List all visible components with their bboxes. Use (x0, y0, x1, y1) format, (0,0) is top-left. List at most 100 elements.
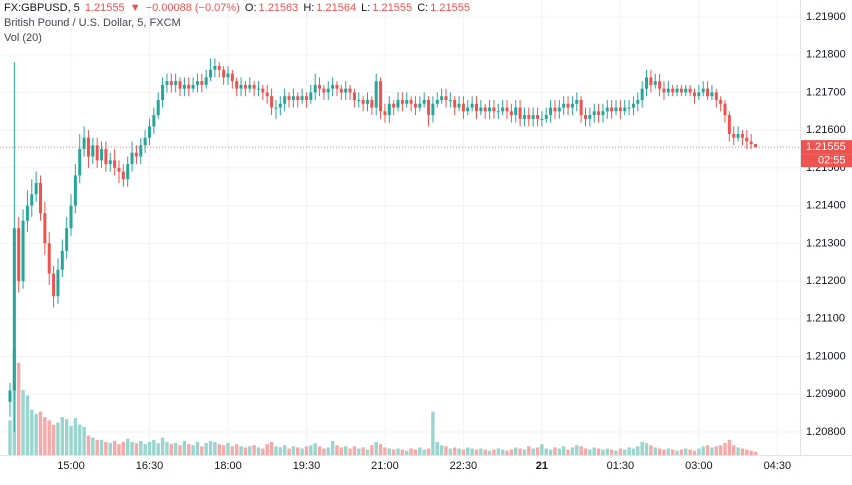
candle-body (461, 103, 465, 112)
candle-body (256, 88, 260, 90)
volume-bar (221, 445, 226, 455)
volume-bar (8, 420, 12, 455)
volume-bar (518, 448, 522, 455)
volume-bar (413, 449, 418, 455)
candle-body (43, 213, 47, 244)
y-tick-label: 1.21200 (806, 275, 846, 287)
candle-body (134, 152, 138, 157)
candle-body (453, 99, 457, 108)
volume-bar (705, 445, 710, 455)
indicator: Vol (20) (4, 32, 42, 44)
volume-bar (666, 448, 671, 455)
candle-body (86, 137, 90, 157)
candle-body (108, 160, 112, 165)
candle-body (365, 99, 369, 104)
y-tick-label: 1.21000 (806, 350, 846, 362)
volume-bar (745, 449, 749, 455)
candle-body (579, 99, 583, 116)
candle-body (130, 152, 134, 165)
volume-bar (51, 424, 56, 455)
volume-bar (631, 448, 636, 455)
volume-bar (701, 446, 705, 455)
candle-body (235, 81, 239, 89)
volume-bar (466, 447, 470, 455)
candle-body (126, 164, 130, 180)
candle-body (588, 115, 592, 119)
candle-body (448, 99, 452, 101)
candle-body (209, 69, 213, 78)
volume-bar (160, 437, 165, 455)
arrow: ▼ (129, 2, 141, 14)
volume-bar (540, 444, 544, 455)
candle-body (488, 107, 492, 112)
candle-body (557, 107, 561, 112)
volume-bar (688, 449, 692, 455)
volume-bar (256, 447, 261, 455)
volume-bar (265, 444, 269, 455)
candle-body (326, 88, 330, 93)
candle-body (671, 88, 675, 93)
volume-bar (483, 449, 487, 455)
volume-bar (636, 446, 640, 455)
volume-bar (566, 449, 570, 455)
volume-bar (426, 448, 431, 455)
candle-body (614, 107, 618, 112)
volume-bar (557, 448, 562, 455)
candle-body (278, 103, 282, 108)
x-tick-label: 04:30 (764, 460, 792, 472)
candle-body (527, 115, 531, 119)
candle-body (357, 99, 361, 101)
volume-bar (509, 449, 514, 455)
candle-body (69, 205, 73, 229)
candle-body (400, 99, 404, 104)
volume-bar (169, 444, 174, 455)
candle-body (348, 88, 352, 93)
candle-body (344, 88, 348, 93)
candle-body (649, 77, 653, 85)
candle-body (666, 88, 670, 93)
volume-bar (732, 445, 736, 455)
candle-body (658, 81, 662, 89)
volume-bar (282, 445, 287, 455)
volume-bar (431, 411, 435, 455)
volume-bar (130, 442, 134, 455)
candle-body (583, 115, 587, 119)
volume-bar (527, 446, 531, 455)
volume-bar (623, 449, 627, 455)
candle-body (435, 99, 439, 104)
candle-body (610, 107, 614, 112)
candle-body (374, 81, 378, 108)
volume-bar (487, 450, 492, 455)
candle-body (413, 103, 417, 108)
x-tick-label: 15:00 (57, 460, 85, 472)
candle-body (8, 390, 12, 402)
volume-bar (361, 447, 365, 455)
volume-bar (226, 443, 230, 455)
candle-body (662, 88, 666, 93)
candle-body (427, 99, 431, 116)
volume-bar (60, 417, 65, 455)
candle-body (370, 99, 374, 108)
candle-body (675, 88, 679, 93)
volume-bar (178, 445, 182, 455)
volume-bar (147, 442, 152, 455)
volume-bar (213, 442, 217, 455)
volume-bar (474, 449, 479, 455)
volume-bar (38, 411, 43, 455)
legend-header: FX:GBPUSD, 5 1.21555 ▼ −0.00088 (−0.07%)… (4, 1, 472, 46)
volume-bar (387, 448, 391, 455)
candle-body (148, 126, 152, 138)
candle-body (723, 103, 727, 116)
candle-body (34, 182, 38, 195)
volume-bar (470, 448, 474, 455)
volume-bar (99, 439, 104, 455)
volume-bar (304, 446, 309, 455)
candle-body (457, 103, 461, 108)
candle-body (684, 88, 688, 93)
candle-body (143, 137, 147, 146)
candle-body (174, 81, 178, 85)
volume-bar (339, 447, 344, 455)
candle-body (701, 88, 705, 93)
